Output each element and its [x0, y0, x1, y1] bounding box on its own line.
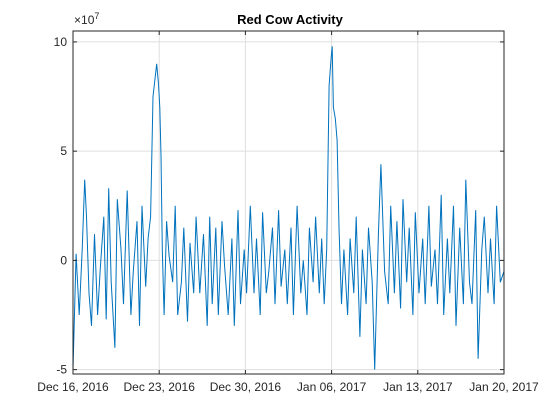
x-tick-label: Dec 23, 2016: [124, 380, 196, 394]
y-exponent-power: 7: [94, 11, 99, 21]
y-exponent-base: 10: [81, 13, 95, 27]
y-tick-label: -5: [56, 363, 67, 377]
axes-box: [72, 30, 505, 375]
y-tick-label: 5: [60, 144, 67, 158]
x-tick-label: Dec 16, 2016: [37, 380, 109, 394]
series-line: [72, 46, 505, 370]
y-exponent-label: ×107: [74, 11, 99, 27]
x-tick-label: Jan 20, 2017: [469, 380, 539, 394]
y-tick-labels: 10 5 0 -5: [54, 35, 68, 377]
x-tick-label: Jan 13, 2017: [383, 380, 453, 394]
x-tick-label: Dec 30, 2016: [210, 380, 282, 394]
y-tick-label: 0: [60, 253, 67, 267]
x-tick-labels: Dec 16, 2016 Dec 23, 2016 Dec 30, 2016 Jan …: [37, 380, 539, 394]
y-tick-label: 10: [54, 35, 68, 49]
grid: [72, 31, 505, 374]
x-tick-label: Jan 06, 2017: [297, 380, 367, 394]
chart-title: Red Cow Activity: [237, 12, 343, 27]
ticks: [72, 31, 505, 374]
